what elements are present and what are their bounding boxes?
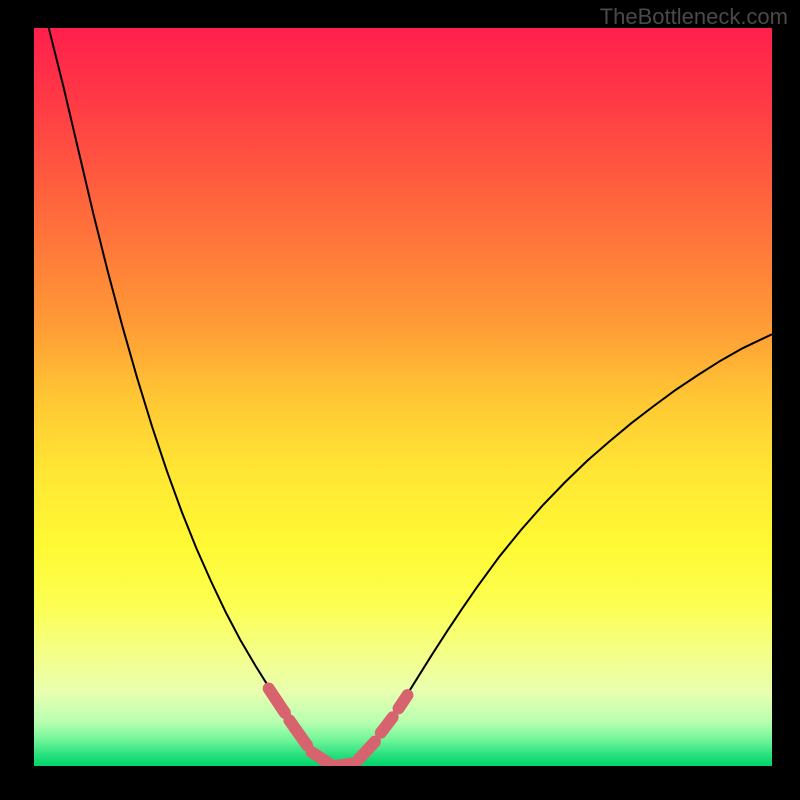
watermark-text: TheBottleneck.com xyxy=(600,4,788,30)
bottleneck-chart xyxy=(34,28,772,766)
chart-plot-area xyxy=(34,28,772,766)
